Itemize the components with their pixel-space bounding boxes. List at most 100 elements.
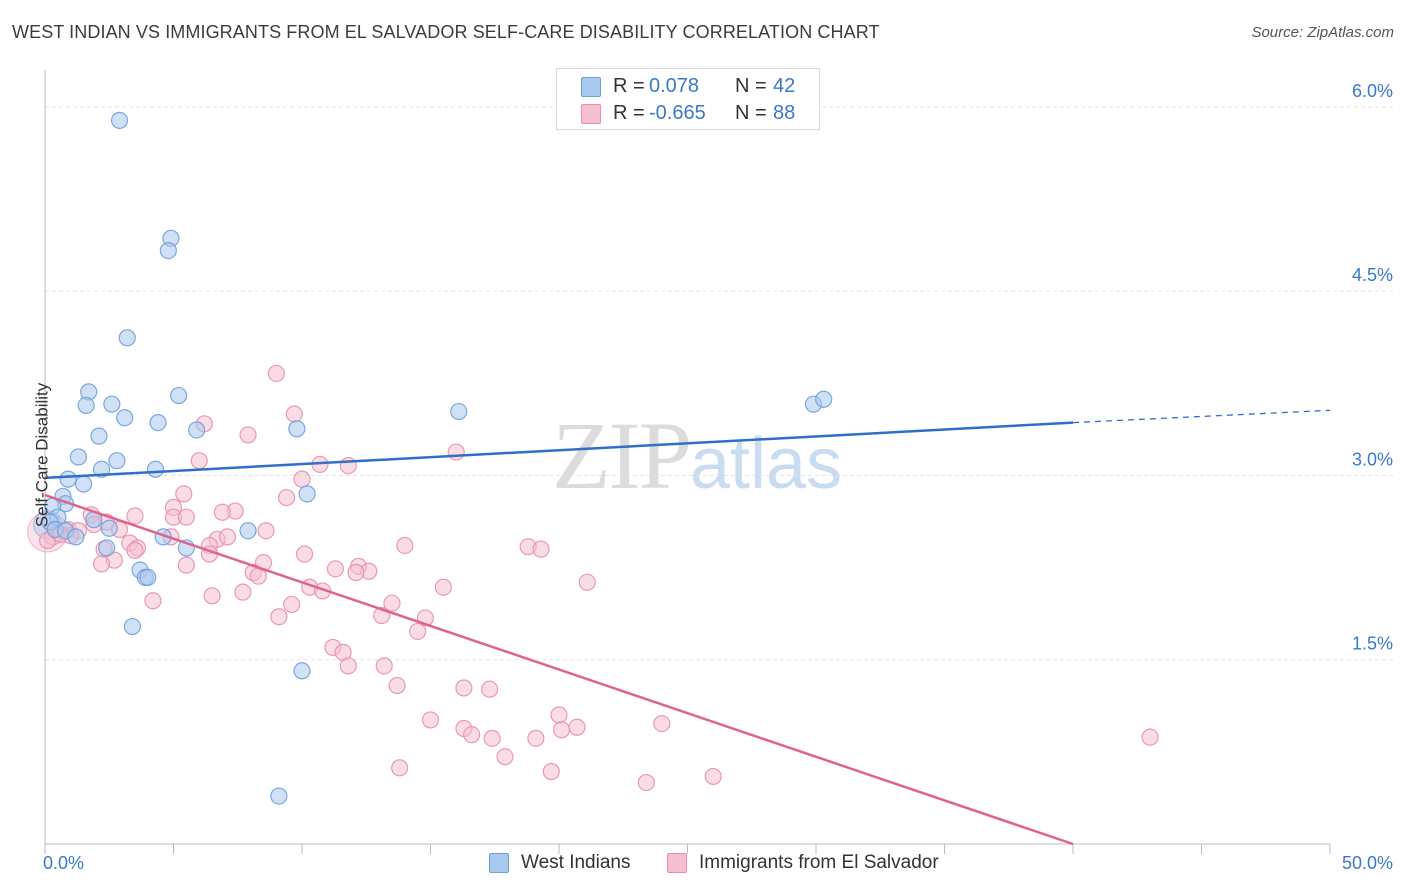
west-indians-point	[298, 485, 316, 503]
west-indians-point	[239, 522, 257, 540]
el-salvador-point	[239, 426, 257, 444]
el-salvador-point	[270, 608, 288, 626]
legend-r-label: R =	[613, 102, 645, 124]
el-salvador-point	[293, 470, 311, 488]
el-salvador-point	[339, 657, 357, 675]
west-indians-point	[270, 787, 288, 805]
el-salvador-trendline	[44, 493, 1074, 846]
el-salvador-point	[704, 767, 722, 786]
west-indians-point	[293, 662, 311, 680]
el-salvador-point	[396, 536, 414, 555]
el-salvador-point	[421, 711, 440, 729]
west-indians-point	[90, 427, 108, 445]
el-salvador-point	[285, 405, 303, 423]
el-salvador-point	[126, 507, 144, 525]
el-salvador-point	[203, 587, 221, 605]
correlation-legend: R = 0.078 N = 42 R = -0.665 N = 88	[556, 68, 820, 130]
west-indians-point	[815, 390, 833, 408]
el-salvador-point	[550, 706, 568, 724]
west-indians-point	[98, 539, 116, 557]
el-salvador-point	[447, 443, 465, 461]
el-salvador-point	[483, 729, 501, 747]
el-salvador-point	[637, 773, 655, 792]
west-indians-trendline-extension	[1072, 409, 1331, 424]
west-indians-point	[118, 329, 136, 347]
west-indians-point	[159, 242, 177, 260]
west-indians-point	[288, 420, 306, 438]
legend-n-label: N =	[735, 102, 767, 124]
west-indians-point	[188, 421, 206, 439]
el-salvador-point	[126, 541, 144, 559]
legend-row-el-salvador: R = -0.665 N = 88	[557, 101, 819, 127]
west-indians-point	[103, 395, 121, 413]
x-tick-label: 0.0%	[43, 853, 84, 873]
el-salvador-point	[568, 718, 586, 736]
west-indians-trendline	[44, 421, 1074, 480]
series-legend: West Indians Immigrants from El Salvador	[0, 851, 1406, 877]
x-tick-label: 50.0%	[1342, 853, 1393, 873]
el-salvador-point	[177, 556, 195, 574]
west-indians-point	[149, 414, 167, 432]
el-salvador-point	[144, 592, 162, 610]
west-indians-point	[110, 111, 129, 129]
el-salvador-point	[283, 595, 301, 614]
west-indians-point	[74, 475, 93, 493]
legend-n-value: 88	[773, 102, 796, 124]
west-indians-point	[69, 448, 88, 466]
el-salvador-point	[532, 540, 550, 558]
series-swatch-blue	[489, 853, 509, 873]
legend-n-label: N =	[735, 75, 767, 97]
west-indians-point	[170, 386, 188, 405]
legend-swatch-blue	[581, 77, 601, 97]
west-indians-point	[123, 617, 141, 636]
el-salvador-point	[391, 759, 409, 777]
el-salvador-point	[434, 578, 452, 596]
chart-title: WEST INDIAN VS IMMIGRANTS FROM EL SALVAD…	[12, 22, 880, 42]
el-salvador-point	[177, 508, 195, 526]
el-salvador-point	[267, 364, 285, 383]
west-indians-point	[59, 470, 77, 488]
el-salvador-point	[578, 573, 596, 591]
watermark-zip: ZIP	[552, 402, 692, 509]
west-indians-point	[92, 460, 111, 478]
y-tick-label: 4.5%	[1352, 265, 1393, 285]
series-label: Immigrants from El Salvador	[699, 852, 939, 873]
y-tick-label: 6.0%	[1352, 81, 1393, 101]
el-salvador-point	[257, 522, 275, 540]
west-indians-point	[67, 528, 85, 546]
el-salvador-point	[92, 555, 111, 573]
el-salvador-point	[653, 714, 671, 733]
legend-swatch-pink	[581, 104, 601, 124]
el-salvador-point	[190, 452, 208, 470]
source-label: Source: ZipAtlas.com	[1251, 24, 1394, 41]
legend-r-value: 0.078	[649, 75, 700, 97]
legend-n-value: 42	[773, 75, 796, 97]
el-salvador-point	[542, 762, 560, 781]
west-indians-point	[100, 519, 118, 537]
el-salvador-point	[463, 726, 481, 744]
el-salvador-point	[409, 622, 427, 641]
el-salvador-point	[218, 528, 237, 546]
el-salvador-point	[527, 729, 545, 747]
west-indians-point	[450, 402, 468, 421]
west-indians-point	[77, 396, 95, 414]
el-salvador-point	[375, 657, 393, 675]
el-salvador-point	[213, 503, 231, 521]
el-salvador-point	[481, 680, 499, 698]
y-axis-label: Self-Care Disability	[32, 382, 52, 528]
el-salvador-point	[455, 679, 473, 697]
el-salvador-point	[175, 485, 193, 503]
el-salvador-point	[234, 583, 252, 601]
el-salvador-point	[388, 676, 406, 695]
series-swatch-pink	[667, 853, 687, 873]
el-salvador-point	[339, 457, 357, 475]
legend-r-label: R =	[613, 75, 645, 97]
el-salvador-point	[552, 721, 571, 739]
el-salvador-point	[383, 594, 401, 612]
west-indians-point	[146, 460, 165, 478]
series-label: West Indians	[521, 852, 631, 873]
el-salvador-point	[326, 560, 345, 578]
el-salvador-point	[496, 748, 514, 766]
el-salvador-point	[1141, 728, 1159, 746]
